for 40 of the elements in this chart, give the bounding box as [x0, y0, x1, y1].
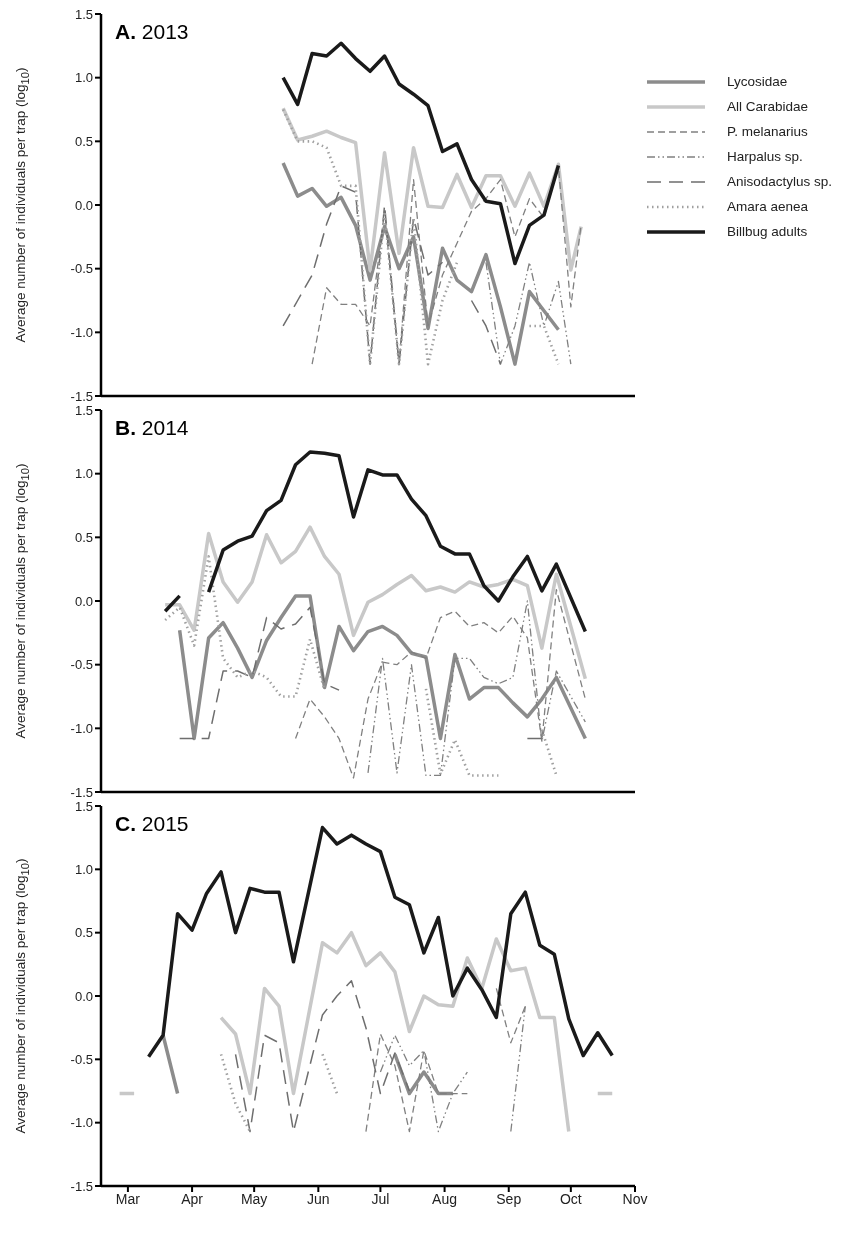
y-tick-label: 1.0	[74, 466, 93, 482]
legend-label: Lycosidae	[727, 74, 788, 89]
y-tick-label: 0.0	[74, 988, 93, 1004]
y-tick-label: 1.0	[74, 70, 93, 86]
legend-label: P. melanarius	[727, 124, 808, 139]
y-tick-label: 1.5	[74, 798, 93, 814]
x-tick-label: May	[240, 1190, 268, 1207]
y-tick-label: -1.5	[70, 388, 93, 404]
x-tick-label: Oct	[559, 1190, 582, 1207]
chart-title: A. 2013	[115, 20, 189, 44]
y-tick-label: 0.5	[74, 529, 93, 545]
y-tick-label: 0.5	[74, 133, 93, 149]
y-tick-label: 0.0	[74, 593, 93, 609]
chart-title: B. 2014	[115, 416, 189, 440]
x-tick-label: Aug	[432, 1190, 458, 1207]
legend-label: Billbug adults	[727, 224, 808, 239]
y-tick-label: -0.5	[70, 1051, 93, 1067]
y-tick-label: 1.5	[74, 402, 93, 418]
y-tick-label: -1.0	[70, 1115, 93, 1131]
y-tick-label: -1.5	[70, 784, 93, 800]
legend-label: Harpalus sp.	[727, 149, 803, 164]
x-tick-label: Nov	[622, 1190, 648, 1207]
legend-label: Amara aenea	[727, 199, 809, 214]
x-tick-label: Mar	[115, 1190, 141, 1207]
legend-label: All Carabidae	[727, 99, 809, 114]
chart-title: C. 2015	[115, 812, 189, 836]
y-tick-label: 1.5	[74, 6, 93, 22]
y-tick-label: -1.5	[70, 1178, 93, 1194]
y-tick-label: 1.0	[74, 861, 93, 877]
x-tick-label: Apr	[181, 1190, 204, 1207]
y-tick-label: -0.5	[70, 657, 93, 673]
x-tick-label: Jun	[307, 1190, 330, 1207]
y-tick-label: -1.0	[70, 720, 93, 736]
y-tick-label: 0.5	[74, 925, 93, 941]
y-tick-label: 0.0	[74, 197, 93, 213]
y-tick-label: -0.5	[70, 261, 93, 277]
x-tick-label: Sep	[496, 1190, 522, 1207]
x-tick-label: Jul	[371, 1190, 390, 1207]
legend-label: Anisodactylus sp.	[727, 174, 833, 189]
y-tick-label: -1.0	[70, 324, 93, 340]
